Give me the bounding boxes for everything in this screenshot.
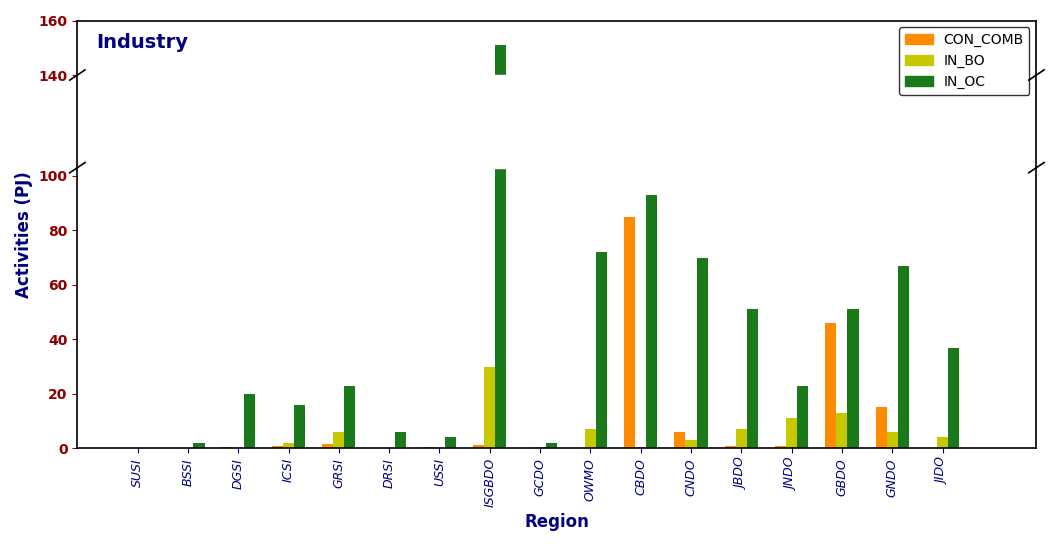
X-axis label: Region: Region xyxy=(525,513,589,531)
Bar xyxy=(825,323,837,448)
Legend: CON_COMB, IN_BO, IN_OC: CON_COMB, IN_BO, IN_OC xyxy=(899,27,1029,95)
Bar xyxy=(243,394,255,448)
Bar xyxy=(847,310,858,448)
Bar xyxy=(585,429,596,448)
Bar xyxy=(344,385,355,448)
Bar xyxy=(686,440,696,448)
Bar xyxy=(323,444,333,448)
Bar xyxy=(646,195,657,448)
Bar xyxy=(534,447,546,448)
Bar xyxy=(948,347,960,448)
Bar xyxy=(735,429,747,448)
Bar xyxy=(596,252,607,448)
Bar xyxy=(837,413,847,448)
Bar xyxy=(937,437,948,448)
Bar xyxy=(473,445,485,448)
Text: Industry: Industry xyxy=(96,33,188,52)
Bar xyxy=(635,447,646,448)
Bar xyxy=(294,405,305,448)
Bar xyxy=(797,385,808,448)
Bar xyxy=(423,447,434,448)
Bar xyxy=(495,45,507,448)
Bar xyxy=(747,310,758,448)
Bar xyxy=(725,446,735,448)
Bar xyxy=(282,443,294,448)
Bar xyxy=(898,266,909,448)
Bar xyxy=(138,75,992,168)
Y-axis label: Activities (PJ): Activities (PJ) xyxy=(15,171,33,298)
Bar xyxy=(194,443,204,448)
Bar xyxy=(776,446,786,448)
Bar xyxy=(876,407,887,448)
Bar xyxy=(786,418,797,448)
Bar xyxy=(272,446,282,448)
Bar xyxy=(485,366,495,448)
Bar xyxy=(445,437,456,448)
Bar xyxy=(887,432,898,448)
Bar xyxy=(674,432,686,448)
Bar xyxy=(333,432,344,448)
Bar xyxy=(221,447,233,448)
Bar xyxy=(546,443,557,448)
Bar xyxy=(624,217,635,448)
Bar xyxy=(696,258,708,448)
Bar xyxy=(395,432,406,448)
